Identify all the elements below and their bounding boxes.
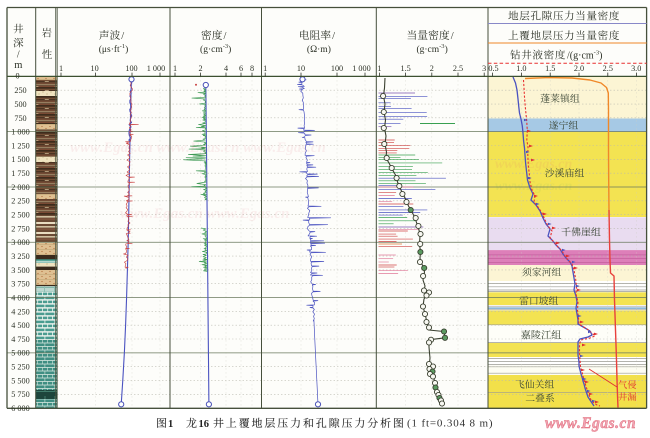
svg-text:/: / — [17, 50, 20, 61]
svg-text:16: 16 — [199, 419, 210, 430]
svg-text:5 500: 5 500 — [11, 376, 29, 385]
svg-text:/: / — [224, 31, 227, 42]
svg-text:(1 ft=0.304 8 m): (1 ft=0.304 8 m) — [407, 418, 493, 430]
svg-text:www.Egas.cn: www.Egas.cn — [495, 179, 572, 194]
svg-text:2 000: 2 000 — [11, 183, 29, 192]
svg-text:4 500: 4 500 — [11, 321, 29, 330]
svg-text:3 500: 3 500 — [11, 266, 29, 275]
svg-text:10: 10 — [91, 64, 99, 73]
svg-text:0.5: 0.5 — [488, 64, 498, 73]
svg-text:1: 1 — [263, 64, 267, 73]
svg-text:1: 1 — [168, 419, 173, 430]
svg-text:100: 100 — [125, 64, 137, 73]
svg-text:4 000: 4 000 — [11, 293, 29, 302]
svg-text:5 750: 5 750 — [11, 390, 29, 399]
svg-text:1.5: 1.5 — [545, 64, 555, 73]
svg-text:5 000: 5 000 — [11, 349, 29, 358]
svg-text:www.Egas.cn www.Egas.cn www.: www.Egas.cn www.Egas.cn www.Egas.cn — [70, 140, 326, 156]
svg-text:www.Egas.cn: www.Egas.cn — [495, 157, 572, 172]
svg-text:2: 2 — [430, 64, 434, 73]
svg-text:2.0: 2.0 — [574, 64, 584, 73]
svg-text:0: 0 — [15, 72, 19, 81]
svg-text:1 750: 1 750 — [11, 169, 29, 178]
svg-text:2.5: 2.5 — [603, 64, 613, 73]
svg-text:500: 500 — [14, 100, 26, 109]
svg-text:1.5: 1.5 — [400, 64, 410, 73]
svg-text:www.Egas.cn: www.Egas.cn — [545, 415, 636, 432]
svg-text:250: 250 — [14, 86, 26, 95]
svg-text:10: 10 — [297, 64, 305, 73]
svg-text:2 750: 2 750 — [11, 224, 29, 233]
svg-text:3 750: 3 750 — [11, 280, 29, 289]
svg-text:1 250: 1 250 — [11, 141, 29, 150]
svg-text:3.0: 3.0 — [631, 64, 641, 73]
svg-text:4 250: 4 250 — [11, 307, 29, 316]
svg-text:m: m — [14, 60, 22, 71]
svg-text:8: 8 — [250, 64, 254, 73]
svg-text:1 500: 1 500 — [11, 155, 29, 164]
svg-text:4 750: 4 750 — [11, 335, 29, 344]
svg-text:3: 3 — [482, 64, 486, 73]
svg-text:1 000: 1 000 — [147, 64, 165, 73]
svg-text:100: 100 — [331, 64, 343, 73]
svg-text:2 250: 2 250 — [11, 197, 29, 206]
svg-text:2: 2 — [198, 64, 202, 73]
svg-text:1: 1 — [377, 64, 381, 73]
svg-text:(Ω·m): (Ω·m) — [307, 44, 331, 55]
svg-text:1.0: 1.0 — [516, 64, 526, 73]
svg-text:/: / — [451, 31, 454, 42]
svg-text:3 250: 3 250 — [11, 252, 29, 261]
svg-text:4: 4 — [224, 64, 228, 73]
svg-text:750: 750 — [14, 114, 26, 123]
svg-text:5 250: 5 250 — [11, 363, 29, 372]
svg-text:2 500: 2 500 — [11, 211, 29, 220]
svg-text:1: 1 — [173, 64, 177, 73]
svg-text:1 000: 1 000 — [352, 64, 370, 73]
svg-text:1 000: 1 000 — [11, 128, 29, 137]
svg-text:1: 1 — [59, 64, 63, 73]
svg-text:6: 6 — [239, 64, 243, 73]
svg-text:/: / — [121, 31, 124, 42]
svg-text:www.Egas.cn www.Egas.cn: www.Egas.cn www.Egas.cn — [120, 206, 289, 222]
svg-text:/: / — [332, 31, 335, 42]
svg-text:3 000: 3 000 — [11, 238, 29, 247]
svg-text:2.5: 2.5 — [453, 64, 463, 73]
svg-text:/(g·cm-3): /(g·cm-3) — [567, 50, 602, 62]
svg-text:6 000: 6 000 — [11, 404, 29, 413]
